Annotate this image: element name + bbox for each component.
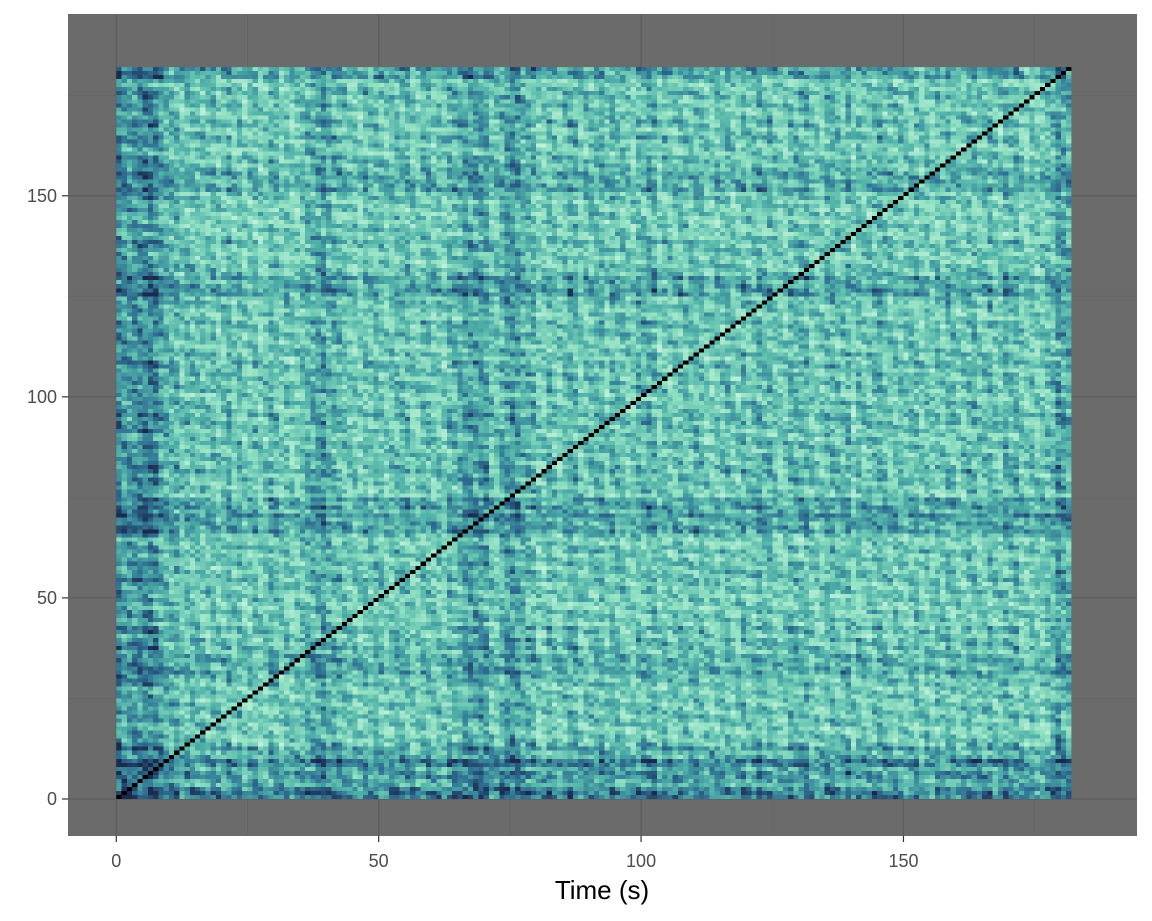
x-axis-ticks: 0 50 100 150 — [111, 836, 918, 871]
y-tick-label: 100 — [27, 387, 57, 407]
y-tick-label: 150 — [27, 186, 57, 206]
y-tick-label: 0 — [47, 789, 57, 809]
y-tick-label: 50 — [37, 588, 57, 608]
y-axis-ticks: 0 50 100 150 — [27, 186, 68, 809]
heatmap-cells — [116, 67, 1071, 799]
x-axis-title: Time (s) — [555, 875, 649, 905]
x-tick-label: 50 — [369, 851, 389, 871]
x-tick-label: 0 — [111, 851, 121, 871]
x-tick-label: 100 — [626, 851, 656, 871]
x-tick-label: 150 — [888, 851, 918, 871]
